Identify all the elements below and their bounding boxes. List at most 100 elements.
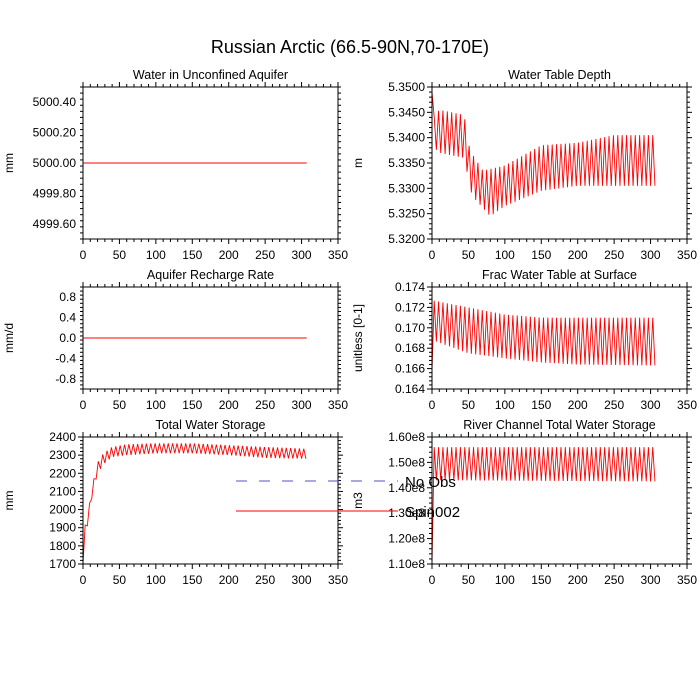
total-water-storage-ytick-label: 2200 [49,466,76,480]
recharge-rate-xtick-label: 350 [328,398,348,412]
chart-total-water-storage: Total Water Storage mm 0 50 100 150 200 250 300 3… [2,418,348,587]
river-channel-storage-ytick-label: 1.40e8 [388,481,425,495]
frac-water-table-series-spin002 [431,300,656,371]
total-water-storage-ytick-label: 1700 [49,557,76,571]
total-water-storage-ytick-label: 1900 [49,521,76,535]
aquifer-water-xtick-label: 200 [219,248,239,262]
river-channel-storage-series-spin002 [431,447,656,565]
aquifer-water-frame [82,86,339,240]
recharge-rate-ylabel: mm/d [2,323,16,353]
chart-recharge-rate: Aquifer Recharge Rate mm/d 0 50 100 150 200 250… [2,268,348,412]
water-table-depth-ytick-label: 5.3450 [388,105,425,119]
total-water-storage-ytick-label: 2000 [49,503,76,517]
total-water-storage-ytick-label: 2300 [49,448,76,462]
frac-water-table-xtick-label: 150 [531,398,551,412]
frac-water-table-xtick-label: 0 [429,398,436,412]
recharge-rate-xtick-label: 50 [113,398,127,412]
aquifer-water-ylabel: mm [2,153,16,173]
frac-water-table-xtick-label: 300 [641,398,661,412]
river-channel-storage-xtick-label: 100 [495,573,515,587]
recharge-rate-xtick-label: 250 [255,398,275,412]
legend-spin002-label: Spin002 [405,504,460,521]
water-table-depth-series-spin002 [431,92,656,215]
total-water-storage-frame [82,436,339,565]
recharge-rate-xtick-label: 0 [80,398,87,412]
frac-water-table-ytick-label: 0.166 [395,362,425,376]
frac-water-table-ylabel: unitless [0-1] [351,304,365,372]
river-channel-storage-ytick-label: 1.50e8 [388,455,425,469]
total-water-storage-xtick-label: 0 [80,573,87,587]
river-channel-storage-ytick-label: 1.10e8 [388,557,425,571]
total-water-storage-ylabel: mm [2,491,16,511]
water-table-depth-ytick-label: 5.3200 [388,232,425,246]
river-channel-storage-ylabel: m3 [351,492,365,509]
frac-water-table-xtick-label: 50 [462,398,476,412]
recharge-rate-ytick-label: 0.0 [59,331,76,345]
aquifer-water-ytick-label: 4999.60 [33,217,77,231]
river-channel-storage-xtick-label: 200 [568,573,588,587]
water-table-depth-xtick-label: 50 [462,248,476,262]
aquifer-water-ytick-label: 5000.00 [33,156,77,170]
frac-water-table-xtick-label: 350 [677,398,697,412]
water-table-depth-ytick-label: 5.3500 [388,80,425,94]
frac-water-table-title: Frac Water Table at Surface [482,268,637,282]
frac-water-table-xtick-label: 250 [604,398,624,412]
river-channel-storage-xtick-label: 350 [677,573,697,587]
legend-no-obs-label: No Obs [405,474,456,491]
recharge-rate-xtick-label: 150 [182,398,202,412]
water-table-depth-xtick-label: 100 [495,248,515,262]
river-channel-storage-frame [431,436,688,565]
river-channel-storage-title: River Channel Total Water Storage [463,418,656,432]
total-water-storage-xtick-label: 300 [292,573,312,587]
total-water-storage-ytick-label: 2400 [49,430,76,444]
frac-water-table-ytick-label: 0.168 [395,341,425,355]
water-table-depth-xtick-label: 300 [641,248,661,262]
recharge-rate-xtick-label: 100 [146,398,166,412]
river-channel-storage-ytick-label: 1.30e8 [388,506,425,520]
total-water-storage-xtick-label: 200 [219,573,239,587]
figure-title: Russian Arctic (66.5-90N,70-170E) [211,37,489,57]
recharge-rate-frame [82,286,339,390]
river-channel-storage-xtick-label: 50 [462,573,476,587]
water-table-depth-xtick-label: 250 [604,248,624,262]
water-table-depth-xtick-label: 200 [568,248,588,262]
total-water-storage-xtick-label: 250 [255,573,275,587]
aquifer-water-xtick-label: 50 [113,248,127,262]
recharge-rate-title: Aquifer Recharge Rate [147,268,274,282]
recharge-rate-xtick-label: 300 [292,398,312,412]
river-channel-storage-xtick-label: 0 [429,573,436,587]
frac-water-table-frame [431,286,688,390]
recharge-rate-ytick-label: 0.8 [59,290,76,304]
water-table-depth-ytick-label: 5.3300 [388,181,425,195]
water-table-depth-ytick-label: 5.3350 [388,156,425,170]
water-table-depth-xtick-label: 350 [677,248,697,262]
water-table-depth-ytick-label: 5.3400 [388,131,425,145]
total-water-storage-xtick-label: 150 [182,573,202,587]
aquifer-water-title: Water in Unconfined Aquifer [133,68,288,82]
river-channel-storage-xtick-label: 150 [531,573,551,587]
aquifer-water-ytick-label: 4999.80 [33,186,77,200]
frac-water-table-ytick-label: 0.170 [395,321,425,335]
water-table-depth-ylabel: m [351,158,365,168]
water-table-depth-title: Water Table Depth [508,68,611,82]
aquifer-water-ytick-label: 5000.20 [33,126,77,140]
recharge-rate-ytick-label: -0.4 [55,351,76,365]
aquifer-water-xtick-label: 300 [292,248,312,262]
total-water-storage-ytick-label: 1800 [49,539,76,553]
river-channel-storage-ytick-label: 1.20e8 [388,532,425,546]
frac-water-table-ytick-label: 0.174 [395,280,425,294]
frac-water-table-ytick-label: 0.164 [395,382,425,396]
water-table-depth-xtick-label: 0 [429,248,436,262]
frac-water-table-ytick-label: 0.172 [395,300,425,314]
aquifer-water-ytick-label: 5000.40 [33,95,77,109]
chart-river-channel-storage: River Channel Total Water Storage m3 0 50 10… [351,418,697,587]
total-water-storage-xtick-label: 50 [113,573,127,587]
chart-water-table-depth: Water Table Depth m 0 50 100 150 200 250 300 350 5… [351,68,697,262]
river-channel-storage-xtick-label: 250 [604,573,624,587]
aquifer-water-xtick-label: 150 [182,248,202,262]
aquifer-water-xtick-label: 100 [146,248,166,262]
recharge-rate-ytick-label: -0.8 [55,372,76,386]
river-channel-storage-xtick-label: 300 [641,573,661,587]
recharge-rate-xtick-label: 200 [219,398,239,412]
